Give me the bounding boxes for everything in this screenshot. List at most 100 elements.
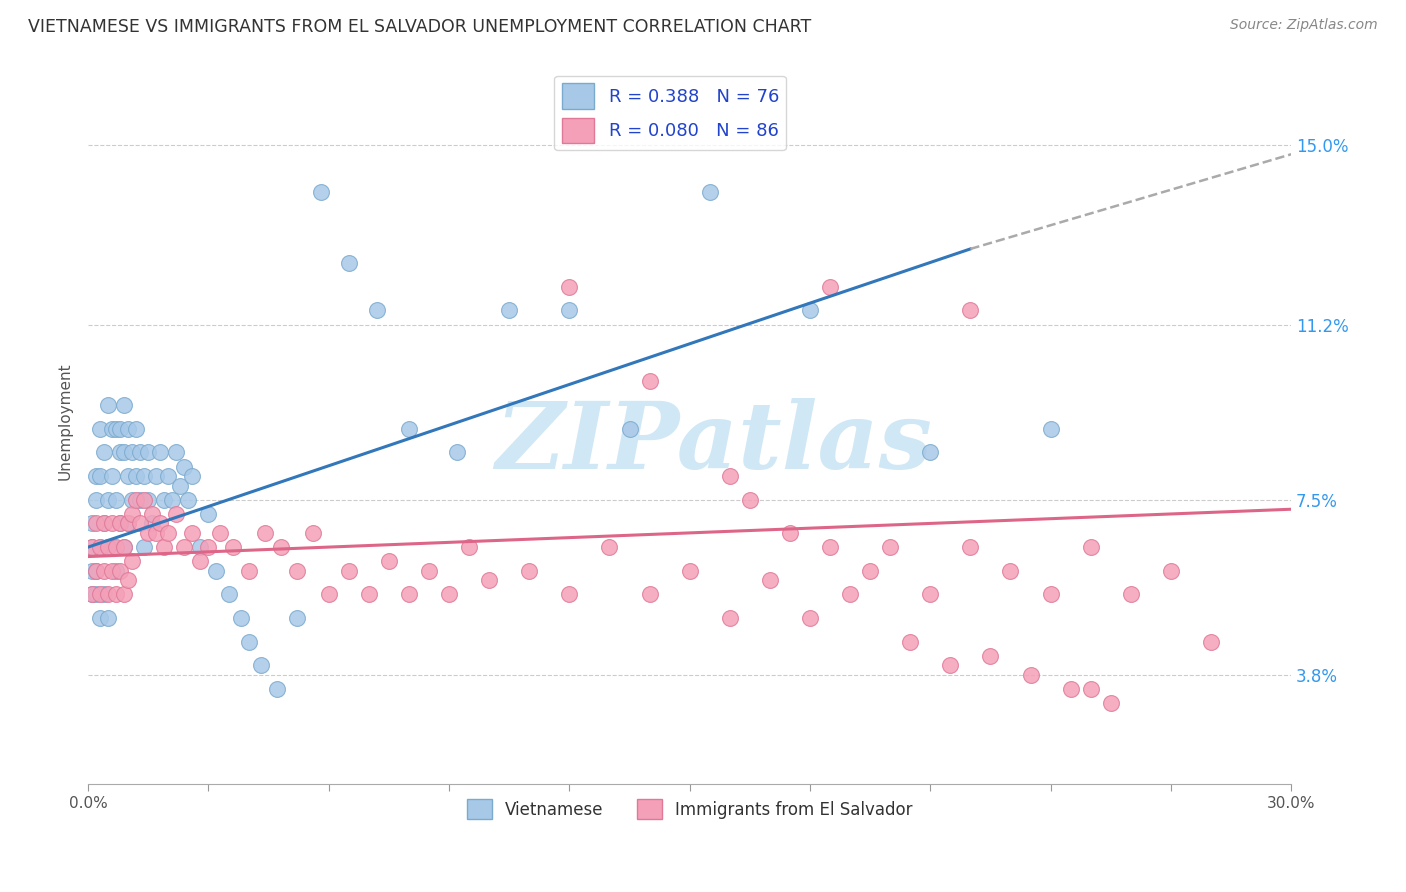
Point bbox=[818, 540, 841, 554]
Point bbox=[84, 564, 107, 578]
Point bbox=[337, 564, 360, 578]
Point bbox=[190, 540, 212, 554]
Point bbox=[165, 507, 187, 521]
Point bbox=[82, 540, 104, 554]
Point bbox=[105, 587, 128, 601]
Point bbox=[285, 564, 308, 578]
Point bbox=[165, 445, 187, 459]
Point bbox=[93, 516, 115, 531]
Point bbox=[112, 398, 135, 412]
Point bbox=[181, 469, 204, 483]
Point bbox=[105, 564, 128, 578]
Point bbox=[859, 564, 882, 578]
Point bbox=[285, 611, 308, 625]
Point bbox=[89, 422, 111, 436]
Point bbox=[209, 525, 232, 540]
Point bbox=[89, 469, 111, 483]
Point bbox=[979, 648, 1001, 663]
Point bbox=[181, 525, 204, 540]
Point bbox=[129, 516, 152, 531]
Point bbox=[598, 540, 620, 554]
Point bbox=[112, 445, 135, 459]
Point bbox=[190, 554, 212, 568]
Point bbox=[97, 587, 120, 601]
Point bbox=[558, 280, 581, 294]
Point bbox=[149, 445, 172, 459]
Point bbox=[238, 564, 260, 578]
Point bbox=[105, 540, 128, 554]
Point bbox=[121, 445, 143, 459]
Point bbox=[134, 540, 156, 554]
Point bbox=[1119, 587, 1142, 601]
Point bbox=[97, 540, 120, 554]
Point bbox=[366, 303, 388, 318]
Text: Source: ZipAtlas.com: Source: ZipAtlas.com bbox=[1230, 18, 1378, 32]
Point bbox=[117, 469, 139, 483]
Point bbox=[839, 587, 862, 601]
Point bbox=[799, 611, 821, 625]
Point bbox=[169, 478, 191, 492]
Point bbox=[125, 492, 148, 507]
Point bbox=[136, 492, 159, 507]
Point bbox=[84, 469, 107, 483]
Point bbox=[818, 280, 841, 294]
Point bbox=[799, 303, 821, 318]
Point bbox=[129, 445, 152, 459]
Point bbox=[197, 507, 219, 521]
Point bbox=[82, 564, 104, 578]
Text: ZIPatlas: ZIPatlas bbox=[495, 399, 932, 489]
Point bbox=[101, 422, 124, 436]
Point bbox=[93, 564, 115, 578]
Point bbox=[110, 516, 132, 531]
Point bbox=[82, 540, 104, 554]
Point bbox=[318, 587, 340, 601]
Point bbox=[97, 540, 120, 554]
Point bbox=[105, 422, 128, 436]
Point bbox=[162, 492, 184, 507]
Point bbox=[1080, 682, 1102, 697]
Point bbox=[357, 587, 380, 601]
Point bbox=[125, 422, 148, 436]
Point bbox=[112, 540, 135, 554]
Point bbox=[82, 587, 104, 601]
Point bbox=[93, 516, 115, 531]
Point bbox=[437, 587, 460, 601]
Point bbox=[1080, 540, 1102, 554]
Point bbox=[112, 587, 135, 601]
Point bbox=[378, 554, 401, 568]
Point bbox=[249, 658, 271, 673]
Point bbox=[110, 422, 132, 436]
Point bbox=[229, 611, 252, 625]
Point bbox=[959, 540, 981, 554]
Point bbox=[136, 445, 159, 459]
Point bbox=[141, 516, 163, 531]
Point bbox=[738, 492, 761, 507]
Point bbox=[105, 492, 128, 507]
Point bbox=[197, 540, 219, 554]
Point bbox=[149, 516, 172, 531]
Point bbox=[101, 564, 124, 578]
Point bbox=[112, 540, 135, 554]
Point bbox=[89, 540, 111, 554]
Point bbox=[89, 540, 111, 554]
Point bbox=[920, 445, 942, 459]
Point bbox=[266, 682, 288, 697]
Point bbox=[1000, 564, 1022, 578]
Point bbox=[1099, 696, 1122, 710]
Point bbox=[959, 303, 981, 318]
Point bbox=[97, 492, 120, 507]
Point bbox=[205, 564, 228, 578]
Point bbox=[117, 516, 139, 531]
Point bbox=[898, 634, 921, 648]
Point bbox=[1039, 587, 1062, 601]
Point bbox=[121, 554, 143, 568]
Point bbox=[97, 398, 120, 412]
Point bbox=[879, 540, 901, 554]
Point bbox=[558, 303, 581, 318]
Point bbox=[141, 507, 163, 521]
Point bbox=[699, 185, 721, 199]
Point bbox=[117, 573, 139, 587]
Point bbox=[134, 469, 156, 483]
Point bbox=[218, 587, 240, 601]
Point bbox=[129, 492, 152, 507]
